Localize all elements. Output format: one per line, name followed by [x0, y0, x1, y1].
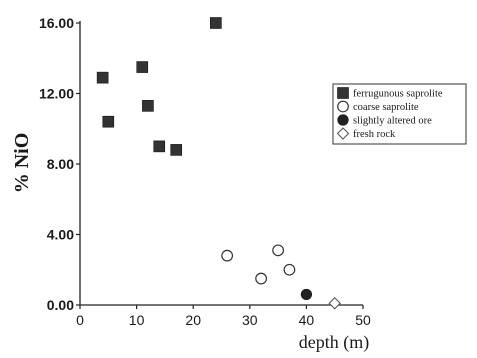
- data-point: [283, 263, 296, 276]
- data-point: [210, 17, 222, 29]
- data-point: [255, 272, 268, 285]
- data-points: [96, 17, 341, 310]
- data-point: [142, 100, 154, 112]
- data-point: [136, 61, 149, 73]
- data-point: [153, 140, 166, 153]
- y-axis-label: % NiO: [11, 133, 33, 194]
- legend-label: coarse saprolite: [353, 102, 419, 113]
- y-tick-label: 12.00: [39, 86, 74, 102]
- legend-marker: [337, 114, 349, 126]
- data-point: [300, 288, 313, 301]
- y-tick-label: 4.00: [47, 227, 74, 243]
- x-tick-label: 50: [355, 312, 371, 328]
- data-point: [221, 249, 234, 262]
- y-tick-label: 8.00: [47, 156, 74, 172]
- data-point: [170, 144, 183, 156]
- legend: ferrugunous saprolite coarse saprolite sli…: [332, 83, 467, 145]
- x-tick-label: 0: [76, 312, 84, 328]
- x-tick-label: 30: [242, 312, 258, 328]
- legend-label: ferrugunous saprolite: [353, 89, 443, 100]
- x-tick-label: 40: [299, 312, 315, 328]
- data-point: [272, 244, 285, 257]
- data-point: [102, 115, 115, 128]
- y-tick-label: 16.00: [39, 15, 74, 31]
- y-tick-label: 0.00: [47, 297, 74, 313]
- x-tick-label: 10: [129, 312, 145, 328]
- x-tick-label: 20: [185, 312, 201, 328]
- tick-labels: 0.00 4.00 8.00 12.00 16.00 0 10 20 30 40 50: [39, 15, 371, 328]
- data-point: [96, 71, 109, 84]
- legend-label: slightly altered ore: [353, 116, 432, 127]
- legend-marker: [336, 127, 350, 140]
- x-axis-label: depth (m): [299, 332, 369, 353]
- legend-label: fresh rock: [353, 129, 396, 140]
- legend-frame: [332, 83, 467, 145]
- axes: [76, 21, 364, 309]
- legend-marker: [337, 87, 349, 99]
- legend-marker: [337, 100, 349, 113]
- data-point: [328, 296, 341, 310]
